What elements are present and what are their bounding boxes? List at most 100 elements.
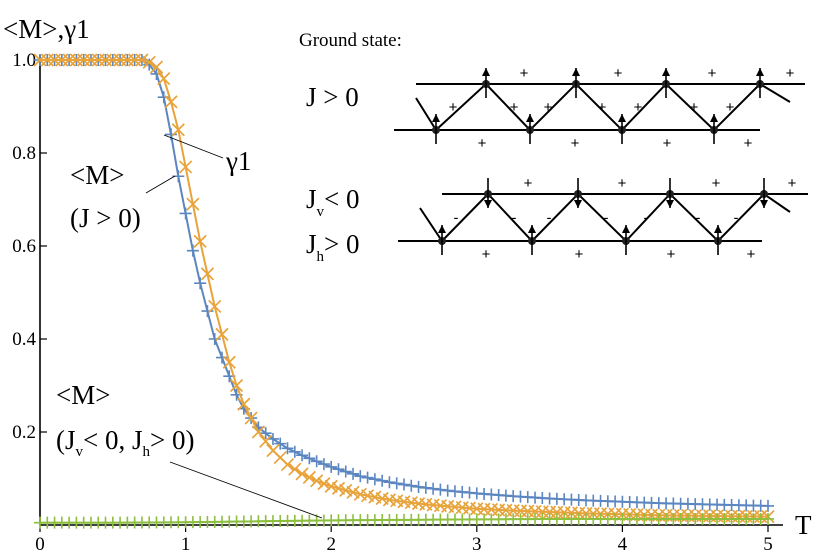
x-tick-label: 3 [472, 534, 482, 553]
inset-jh-rest: > 0 [324, 229, 359, 259]
data-point [208, 299, 222, 314]
data-point [398, 478, 410, 491]
annotation-m2: <M> [56, 380, 110, 410]
data-point [259, 427, 272, 440]
inset-jv-rest: < 0 [324, 184, 359, 214]
bond-sign: + [482, 246, 491, 263]
data-point [317, 477, 331, 491]
data-point [186, 197, 200, 211]
data-point [302, 470, 316, 484]
bond-sign: + [663, 135, 672, 152]
arrow-head [526, 114, 534, 122]
data-point [157, 71, 171, 86]
arrow-head [574, 200, 582, 208]
data-point [135, 53, 149, 67]
annotation-m: <M> [70, 160, 124, 190]
data-point [339, 483, 353, 497]
arrow-head [710, 114, 718, 122]
ladder-ferro: + + + ++ + + ++ + + + + + + [394, 65, 805, 152]
data-point [274, 437, 287, 450]
bond-sign: + [726, 99, 735, 116]
bond-sign: + [571, 135, 580, 152]
data-point [194, 277, 207, 290]
x-tick-label: 4 [618, 534, 628, 553]
data-point [157, 91, 170, 104]
data-point [295, 467, 309, 481]
x-tick-label: 5 [763, 534, 773, 553]
data-point [179, 207, 192, 220]
data-point [229, 378, 244, 393]
data-point [201, 305, 214, 318]
arrow-head [760, 200, 768, 208]
series-layer [33, 53, 775, 529]
bond-sign: + [614, 65, 623, 82]
y-tick-label: 0.4 [12, 329, 36, 350]
inset-jv-main: J [306, 184, 317, 214]
zigzag-bonds [415, 82, 791, 132]
bond-sign: + [712, 175, 721, 192]
bond-sign: + [747, 246, 756, 263]
arrow-head [714, 225, 722, 233]
bond-sign: + [524, 175, 533, 192]
x-tick-label: 2 [326, 534, 336, 553]
data-point [216, 351, 228, 364]
annotation-green-mid: < 0, J [83, 425, 142, 455]
inset-label-jv: Jv< 0 [306, 184, 360, 220]
bond-sign: - [547, 210, 552, 227]
data-point [317, 458, 330, 471]
inset-title: Ground state: [299, 30, 402, 51]
annotation-green: (Jv< 0, Jh> 0) [56, 425, 194, 460]
annotation-green-open: (J [56, 425, 76, 455]
data-point [280, 457, 295, 472]
data-point [324, 479, 338, 494]
data-point [288, 445, 301, 458]
arrow-head [756, 68, 764, 76]
arrow-head [438, 225, 446, 233]
arrow-head [622, 225, 630, 233]
data-point [762, 499, 774, 512]
inset-label-jpos: J > 0 [306, 82, 359, 112]
data-point [259, 434, 273, 448]
series-2 [34, 512, 774, 529]
bond-sign: - [512, 210, 517, 227]
data-point [171, 123, 185, 137]
x-tick-label: 1 [181, 534, 191, 553]
data-point [405, 479, 418, 492]
annotations: γ1 <M> (J > 0) <M> (Jv< 0, Jh> 0) [56, 134, 323, 519]
arrow-head [528, 225, 536, 233]
x-axis-label: T [795, 510, 812, 540]
bond-sign: + [449, 99, 458, 116]
leader-gamma [163, 134, 224, 159]
annotation-green-sub-v: v [76, 444, 84, 460]
data-point [215, 327, 229, 341]
x-tick-label: 0 [35, 534, 45, 553]
data-point [368, 473, 381, 486]
bond-sign: - [604, 210, 609, 227]
data-point [361, 471, 374, 484]
bond-sign: + [575, 246, 584, 263]
inset-jh-main: J [306, 229, 317, 259]
data-point [149, 60, 164, 74]
data-point [419, 481, 432, 494]
data-point [354, 470, 367, 483]
annotation-j-pos: (J > 0) [70, 203, 141, 233]
data-point [331, 481, 346, 495]
arrow-head [484, 200, 492, 208]
bond-sign: + [598, 99, 607, 116]
data-point [288, 462, 302, 476]
inset-label-jh: Jh> 0 [306, 229, 360, 265]
data-point [165, 128, 178, 141]
bond-sign: - [454, 210, 459, 227]
data-point [762, 512, 774, 525]
arrow-head [482, 68, 490, 76]
data-point [296, 449, 309, 462]
y-tick-label: 0.6 [12, 236, 36, 257]
bond-sign: + [544, 99, 553, 116]
ticks: 0 1 2 3 4 5 0.2 0.4 0.6 0.8 1.0 [12, 50, 773, 553]
y-tick-label: 1.0 [12, 50, 36, 71]
data-point [427, 482, 440, 495]
data-point [310, 474, 324, 488]
bond-sign: + [634, 99, 643, 116]
annotation-green-close: > 0) [150, 425, 194, 455]
